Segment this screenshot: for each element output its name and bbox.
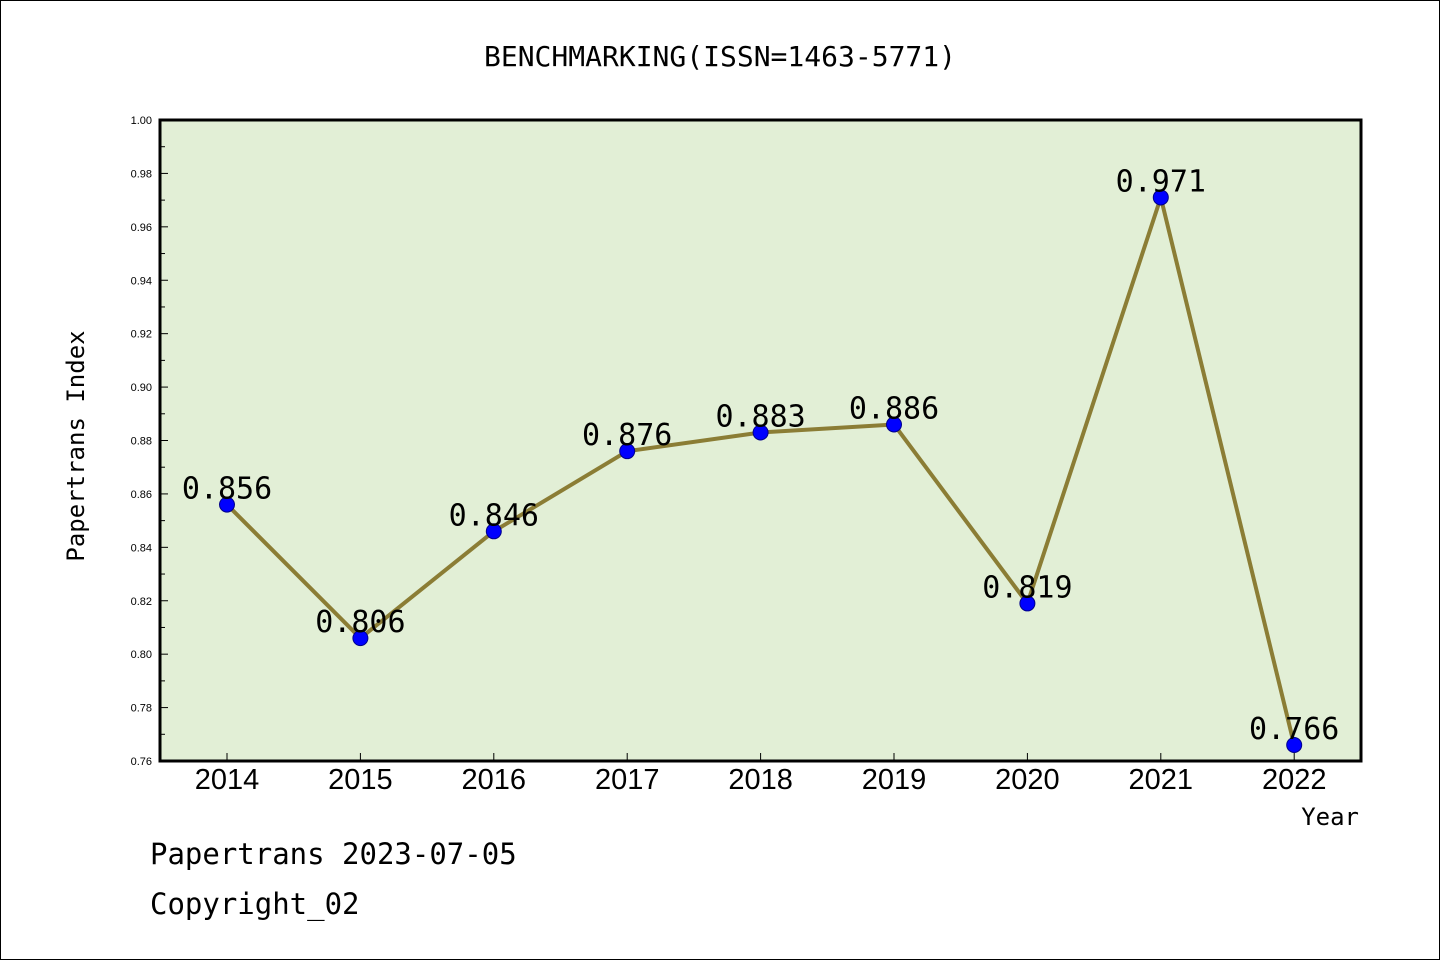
y-tick-label: 0.90 [131,382,152,394]
y-tick-label: 0.94 [131,275,152,287]
y-tick-label: 0.98 [131,168,152,180]
data-point [1019,595,1036,612]
y-axis: 0.76 0.78 0.80 0.82 0.84 0.86 0.88 0.90 0.92 0.94… [131,115,168,768]
data-point [1152,189,1169,206]
y-tick-label: 0.88 [131,436,152,448]
x-tick-label: 2014 [195,764,260,796]
y-tick-label: 0.84 [131,542,152,554]
series-papertrans-index [219,189,1303,753]
data-label: 0.856 [182,472,272,507]
data-label: 0.876 [582,418,672,453]
x-tick-label: 2017 [595,764,660,796]
data-label: 0.971 [1116,164,1206,199]
data-label: 0.886 [849,391,939,426]
data-labels: 0.856 0.806 0.846 0.876 0.883 0.886 0.819 0.971… [182,164,1340,747]
data-label: 0.819 [982,570,1072,605]
data-label: 0.883 [715,399,805,434]
y-tick-label: 0.92 [131,329,152,341]
y-tick-label: 0.86 [131,489,152,501]
footer-date: Papertrans 2023-07-05 [150,837,517,871]
data-point [886,416,902,433]
data-point [485,523,502,540]
footer-copyright: Copyright_02 [150,887,360,922]
y-axis-label: Papertrans Index [62,330,90,561]
plot-area [158,118,1363,763]
data-label: 0.766 [1249,712,1339,747]
data-point [1286,736,1303,753]
x-tick-label: 2015 [328,764,393,796]
data-label: 0.806 [315,605,405,640]
data-point [352,630,369,647]
x-axis-label: Year [1301,803,1359,831]
y-tick-label: 0.80 [131,649,152,661]
y-tick-label: 0.82 [131,596,152,608]
x-tick-label: 2021 [1129,764,1194,796]
x-tick-label: 2018 [728,764,793,796]
data-label: 0.846 [449,498,539,533]
x-tick-label: 2016 [462,764,527,796]
chart-title: BENCHMARKING(ISSN=1463-5771) [484,40,956,73]
y-tick-label: 1.00 [131,115,152,127]
data-point [619,443,636,460]
y-tick-label: 0.96 [131,222,152,234]
x-tick-label: 2020 [995,764,1060,796]
y-tick-label: 0.76 [131,756,152,768]
x-tick-label: 2019 [862,764,927,796]
data-point [219,496,235,513]
x-tick-label: 2022 [1262,764,1327,796]
y-tick-label: 0.78 [131,703,152,715]
data-point [752,424,769,441]
x-axis: 2014 2015 2016 2017 2018 2019 2020 2021 2022 [195,753,1327,796]
